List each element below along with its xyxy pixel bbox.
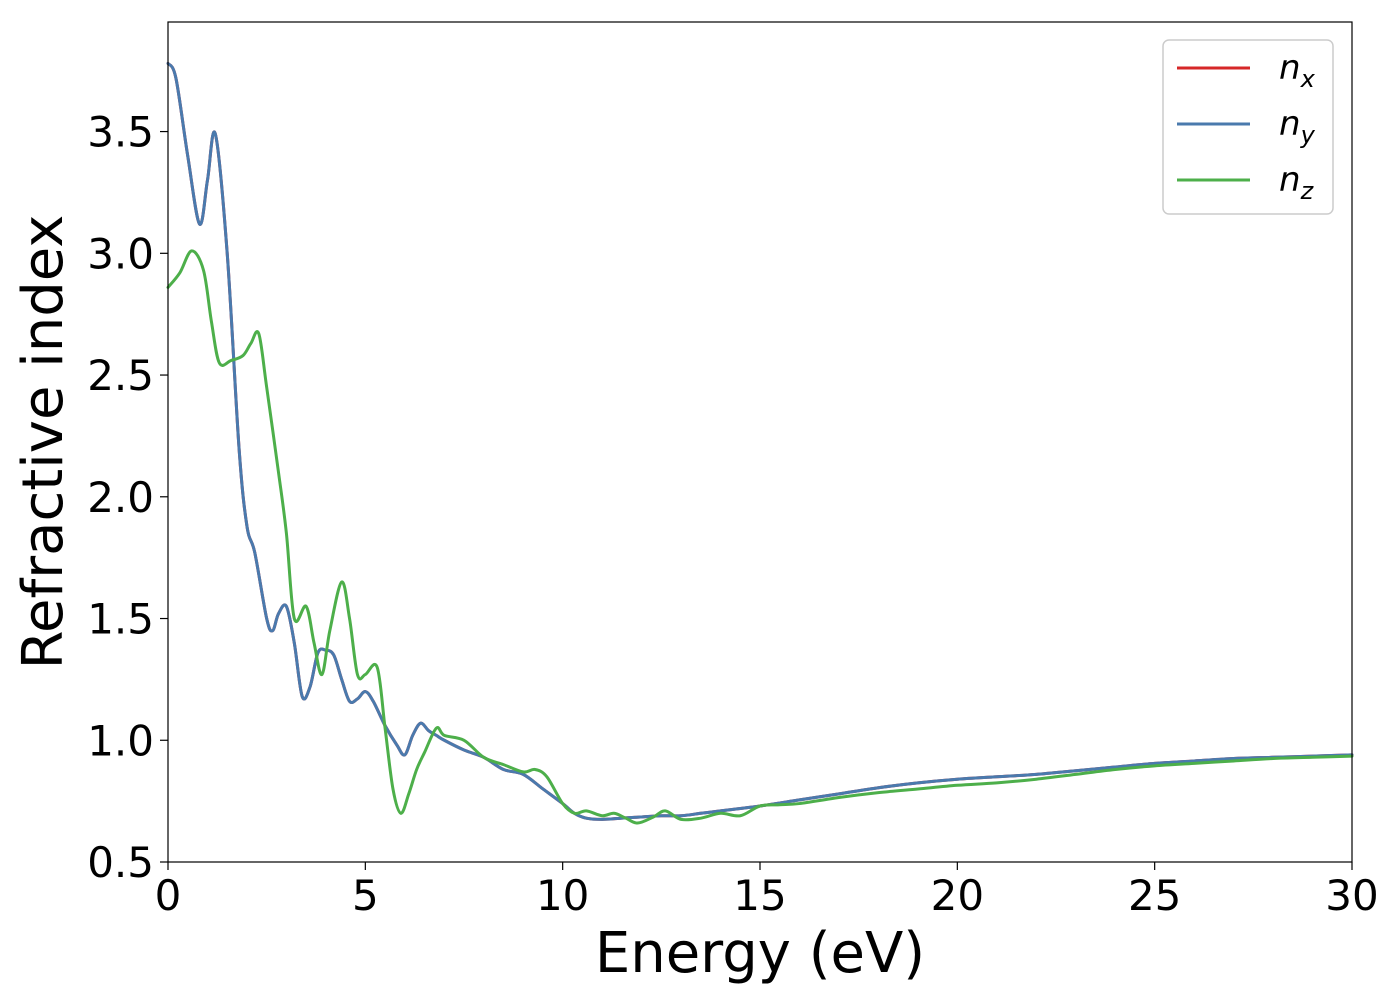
y-axis-ticks: 0.5 1.0 1.5 2.0 2.5 3.0 3.5 (87, 108, 168, 887)
legend-label-base: n (1279, 160, 1301, 200)
x-tick-label: 0 (155, 871, 182, 920)
x-axis-label: Energy (eV) (595, 921, 925, 986)
y-tick-label: 2.5 (87, 351, 154, 400)
y-axis-label: Refractive index (11, 215, 76, 670)
y-tick-label: 3.5 (87, 108, 154, 157)
y-tick-label: 0.5 (87, 838, 154, 887)
x-tick-label: 5 (352, 871, 379, 920)
y-tick-label: 1.0 (87, 716, 154, 765)
x-tick-label: 10 (536, 871, 589, 920)
legend-label-x: nx (1279, 48, 1316, 93)
legend-label-subscript: y (1300, 121, 1316, 149)
x-tick-label: 30 (1325, 871, 1378, 920)
series-line-y (166, 61, 1354, 821)
legend-label-y: ny (1279, 104, 1316, 149)
x-tick-label: 20 (931, 871, 984, 920)
x-axis-ticks: 0 5 10 15 20 25 30 (155, 862, 1379, 920)
x-tick-label: 15 (733, 871, 786, 920)
legend-box (1162, 39, 1334, 215)
legend-label-base: n (1279, 104, 1301, 144)
y-tick-label: 2.0 (87, 473, 154, 522)
y-tick-label: 1.5 (87, 595, 154, 644)
series-line-z (166, 249, 1354, 825)
x-tick-label: 25 (1128, 871, 1181, 920)
legend-label-subscript: x (1300, 65, 1316, 93)
legend-label-base: n (1279, 48, 1301, 88)
legend-label-z: nz (1279, 160, 1315, 205)
legend-label-subscript: z (1300, 177, 1315, 205)
plot-lines (166, 61, 1354, 825)
y-tick-label: 3.0 (87, 229, 154, 278)
